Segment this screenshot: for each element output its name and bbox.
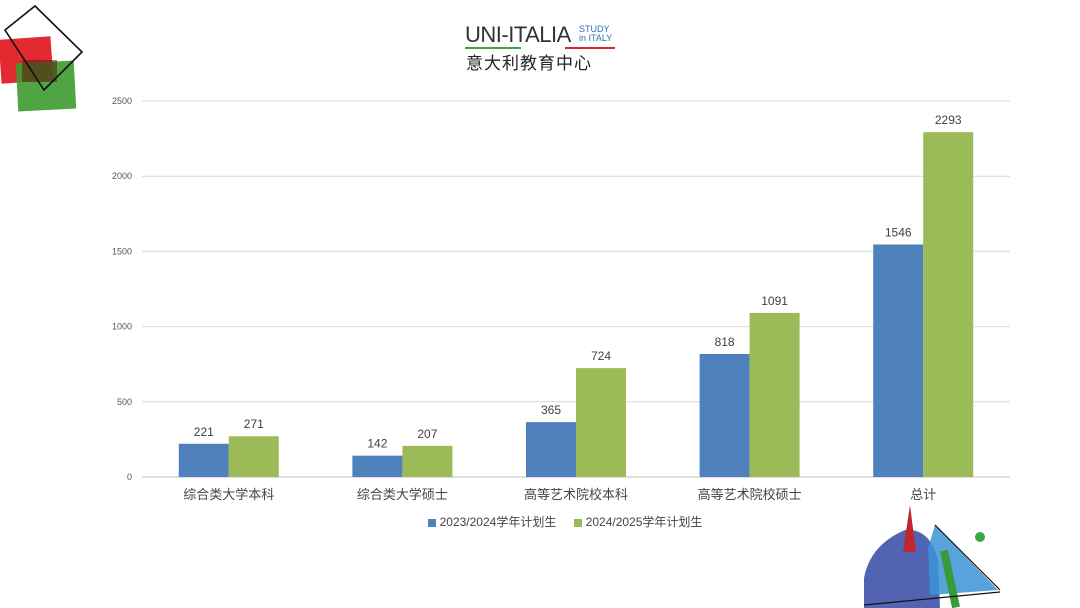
x-tick-label: 综合类大学硕士 (357, 487, 448, 503)
data-label: 1546 (885, 225, 912, 239)
logo-subtitle: 意大利教育中心 (466, 54, 592, 73)
x-tick-label: 综合类大学本科 (183, 487, 274, 503)
logo-underline-red (565, 47, 615, 49)
logo-study-line2: in ITALY (579, 33, 613, 43)
decorative-shapes-bottom-right (863, 505, 1001, 608)
x-tick-label: 总计 (910, 488, 936, 503)
legend-item-2023-2024: 2023/2024学年计划生 (427, 513, 557, 530)
data-label: 221 (194, 425, 214, 439)
y-tick-label: 2000 (112, 171, 132, 181)
data-label: 271 (244, 417, 264, 431)
bar-2024-2025 (923, 132, 974, 477)
y-tick-label: 500 (117, 397, 132, 407)
data-label: 1091 (761, 294, 788, 308)
y-tick-label: 1000 (112, 322, 132, 332)
bar-2023-2024 (526, 422, 576, 477)
legend-label-2024-2025: 2024/2025学年计划生 (585, 515, 703, 529)
chart-legend: 2023/2024学年计划生 2024/2025学年计划生 (0, 513, 1080, 530)
bar-2023-2024 (178, 443, 229, 477)
logo-study-in-italy: STUDY in ITALY (579, 25, 619, 43)
logo-study-line1: STUDY (579, 24, 610, 34)
data-label: 207 (417, 427, 437, 441)
legend-item-2024-2025: 2024/2025学年计划生 (573, 513, 703, 530)
logo-underline-green (465, 47, 521, 49)
bar-2024-2025 (228, 436, 279, 477)
legend-label-2023-2024: 2023/2024学年计划生 (439, 515, 557, 529)
y-tick-label: 2500 (112, 96, 132, 106)
bar-2024-2025 (576, 368, 626, 477)
x-tick-label: 高等艺术院校本科 (524, 487, 628, 503)
bar-2024-2025 (749, 312, 800, 477)
bar-2023-2024 (352, 455, 403, 477)
bar-2023-2024 (873, 244, 924, 477)
data-label: 724 (591, 349, 611, 363)
legend-swatch-2023-2024 (427, 518, 436, 527)
logo-main-text: UNI-ITALIA (465, 22, 571, 47)
bar-2023-2024 (699, 353, 750, 477)
data-label: 2293 (935, 113, 962, 127)
bar-2024-2025 (402, 445, 453, 477)
y-tick-label: 1500 (112, 246, 132, 256)
data-label: 142 (367, 437, 387, 451)
y-tick-label: 0 (127, 472, 132, 482)
logo-uni-italia: UNI-ITALIA STUDY in ITALY 意大利教育中心 (465, 22, 625, 73)
decorative-shapes-top-left (0, 4, 84, 112)
data-label: 818 (715, 335, 735, 349)
x-tick-label: 高等艺术院校硕士 (698, 487, 802, 503)
data-label: 365 (541, 403, 561, 417)
legend-swatch-2024-2025 (573, 518, 582, 527)
